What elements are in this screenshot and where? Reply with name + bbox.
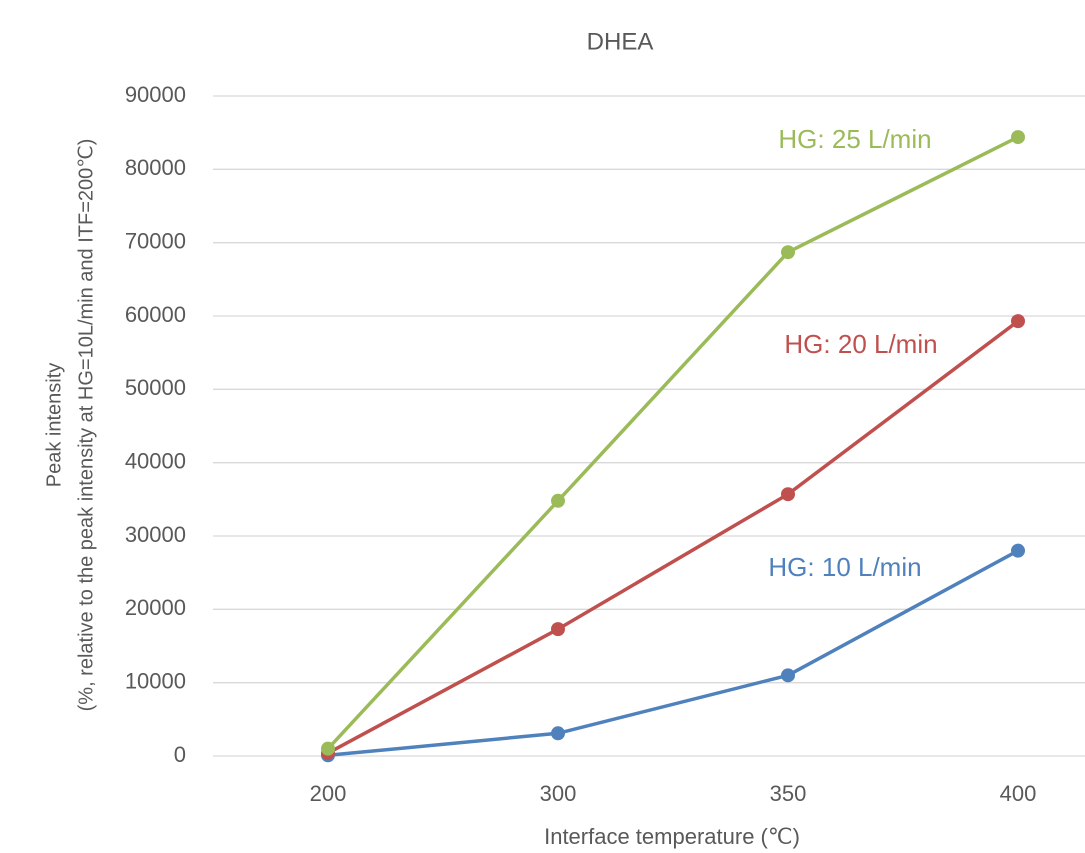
series-label: HG: 25 L/min [778, 124, 931, 154]
y-tick-label: 50000 [125, 375, 186, 400]
data-point [781, 487, 795, 502]
data-point [781, 245, 795, 260]
x-tick-label: 350 [770, 781, 807, 806]
x-axis-label: Interface temperature (℃) [544, 824, 800, 849]
data-point [551, 622, 565, 637]
y-tick-label: 0 [174, 742, 186, 767]
series-label: HG: 10 L/min [768, 552, 921, 582]
series-line [326, 135, 1019, 750]
data-point [321, 741, 335, 756]
x-tick-label: 200 [310, 781, 347, 806]
y-tick-label: 30000 [125, 522, 186, 547]
series-line [327, 549, 1019, 758]
chart-title: DHEA [587, 28, 654, 55]
y-tick-label: 80000 [125, 155, 186, 180]
y-tick-label: 10000 [125, 668, 186, 693]
data-point [781, 668, 795, 683]
y-tick-label: 60000 [125, 302, 186, 327]
data-point [1011, 314, 1025, 329]
y-axis-label: Peak intensity [43, 363, 65, 488]
y-axis-label: (%, relative to the peak intensity at HG… [75, 139, 97, 712]
y-tick-label: 40000 [125, 448, 186, 473]
data-point [551, 493, 565, 508]
x-tick-label: 300 [540, 781, 577, 806]
series-label: HG: 20 L/min [784, 329, 937, 359]
y-tick-label: 90000 [125, 82, 186, 107]
y-tick-label: 70000 [125, 228, 186, 253]
data-point [1011, 543, 1025, 558]
series-line [327, 319, 1020, 755]
data-point [551, 726, 565, 741]
y-tick-label: 20000 [125, 595, 186, 620]
x-tick-label: 400 [1000, 781, 1037, 806]
data-point [1011, 130, 1025, 145]
